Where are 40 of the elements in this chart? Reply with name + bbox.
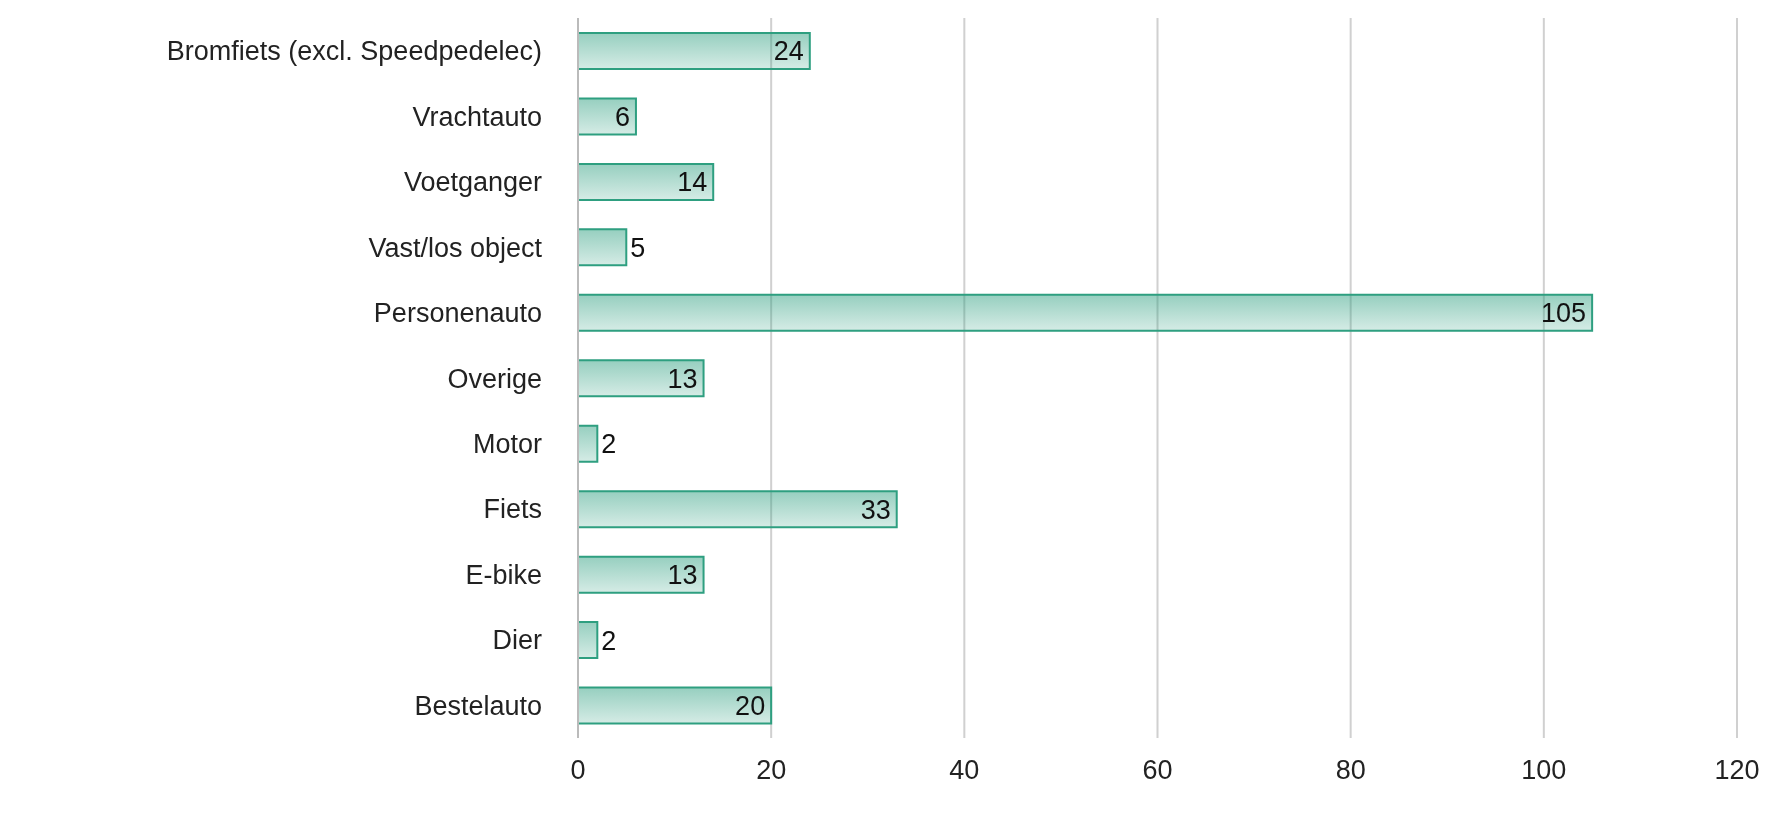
bar bbox=[578, 97, 637, 136]
x-tick-label: 100 bbox=[1521, 755, 1567, 786]
bar bbox=[578, 359, 705, 398]
y-tick-label: Dier bbox=[492, 625, 542, 656]
bar bbox=[578, 555, 705, 594]
data-label: 2 bbox=[601, 429, 617, 460]
data-label: 13 bbox=[667, 363, 698, 394]
bar bbox=[578, 686, 773, 725]
x-tick-label: 20 bbox=[756, 755, 787, 786]
y-tick-label: Vrachtauto bbox=[412, 101, 542, 132]
bar bbox=[578, 293, 1594, 332]
y-tick-label: Motor bbox=[472, 429, 542, 460]
y-tick-label: Personenauto bbox=[373, 298, 542, 329]
data-label: 24 bbox=[773, 36, 804, 67]
data-label: 13 bbox=[667, 560, 698, 591]
y-tick-label: Overige bbox=[447, 363, 542, 394]
bar bbox=[578, 228, 628, 267]
data-label: 105 bbox=[1541, 298, 1587, 329]
bar bbox=[578, 490, 898, 529]
bar bbox=[578, 32, 811, 70]
y-tick-label: Fiets bbox=[483, 494, 542, 525]
x-tick-label: 60 bbox=[1142, 755, 1173, 786]
data-label: 2 bbox=[601, 625, 617, 656]
data-label: 14 bbox=[677, 167, 708, 198]
x-tick-label: 80 bbox=[1335, 755, 1366, 786]
bar bbox=[578, 621, 599, 660]
x-tick-label: 40 bbox=[949, 755, 980, 786]
y-tick-label: E-bike bbox=[465, 559, 542, 590]
data-label: 6 bbox=[614, 101, 630, 132]
y-tick-label: Voetganger bbox=[403, 167, 543, 198]
x-tick-label: 120 bbox=[1714, 755, 1760, 786]
y-tick-label: Vast/los object bbox=[368, 232, 543, 263]
x-tick-label: 0 bbox=[570, 755, 586, 786]
y-tick-label: Bromfiets (excl. Speedpedelec) bbox=[166, 36, 542, 67]
data-label: 20 bbox=[735, 691, 766, 721]
data-label: 33 bbox=[860, 494, 891, 525]
bar bbox=[578, 424, 599, 463]
data-label: 5 bbox=[630, 232, 646, 263]
bar bbox=[578, 162, 715, 201]
y-tick-label: Bestelauto bbox=[414, 690, 542, 721]
